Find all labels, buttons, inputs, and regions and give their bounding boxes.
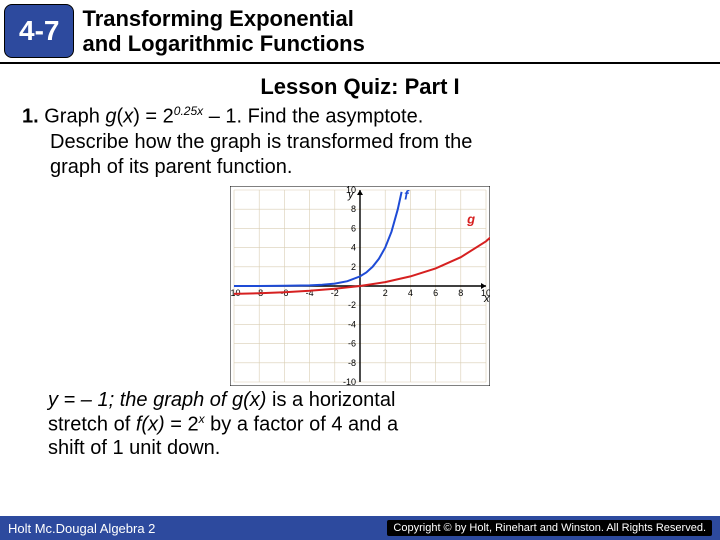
svg-text:-10: -10	[343, 377, 356, 386]
svg-text:8: 8	[458, 288, 463, 298]
svg-text:-6: -6	[348, 338, 356, 348]
lesson-title: Transforming Exponential and Logarithmic…	[82, 0, 720, 62]
footer-left: Holt Mc.Dougal Algebra 2	[8, 521, 155, 536]
exponent: 0.25x	[174, 104, 203, 118]
content-area: Lesson Quiz: Part I 1. Graph g(x) = 20.2…	[0, 64, 720, 386]
lesson-title-line1: Transforming Exponential	[82, 6, 353, 31]
svg-text:8: 8	[351, 204, 356, 214]
svg-text:2: 2	[351, 261, 356, 271]
header: 4-7 Transforming Exponential and Logarit…	[0, 0, 720, 64]
svg-text:-2: -2	[348, 300, 356, 310]
svg-text:g: g	[466, 211, 475, 226]
svg-text:x: x	[483, 293, 490, 305]
svg-text:4: 4	[351, 242, 356, 252]
answer-line2b: = 2	[165, 413, 199, 435]
svg-text:6: 6	[351, 223, 356, 233]
answer-part2: is a horizontal	[266, 389, 395, 411]
fn-g: g	[105, 106, 116, 128]
answer-gx: g(x)	[232, 389, 266, 411]
svg-text:2: 2	[383, 288, 388, 298]
svg-text:4: 4	[408, 288, 413, 298]
answer-line2c: by a factor of 4 and a	[205, 413, 398, 435]
problem-suffix: – 1. Find the asymptote.	[203, 106, 423, 128]
answer-line2a: stretch of	[48, 413, 136, 435]
answer-text: y = – 1; the graph of g(x) is a horizont…	[0, 388, 720, 461]
problem-number: 1.	[22, 106, 39, 128]
lesson-title-line2: and Logarithmic Functions	[82, 31, 364, 56]
answer-part1: y = – 1; the graph of	[48, 389, 232, 411]
chart-container: -10-8-6-4-2246810246810-2-4-6-8-10xyfg	[22, 186, 698, 386]
svg-text:-8: -8	[348, 357, 356, 367]
problem-text: 1. Graph g(x) = 20.25x – 1. Find the asy…	[22, 104, 698, 180]
problem-prefix: Graph	[44, 106, 105, 128]
problem-line3: graph of its parent function.	[22, 155, 698, 180]
fn-x: x	[123, 106, 133, 128]
svg-text:-4: -4	[306, 288, 314, 298]
footer: Holt Mc.Dougal Algebra 2 Copyright © by …	[0, 516, 720, 540]
svg-text:6: 6	[433, 288, 438, 298]
answer-fx: f(x)	[136, 413, 165, 435]
problem-line2: Describe how the graph is transformed fr…	[22, 130, 698, 155]
footer-right: Copyright © by Holt, Rinehart and Winsto…	[387, 520, 712, 536]
lesson-number-badge: 4-7	[4, 4, 74, 58]
svg-text:-4: -4	[348, 319, 356, 329]
quiz-title: Lesson Quiz: Part I	[22, 74, 698, 100]
answer-line3: shift of 1 unit down.	[48, 437, 220, 459]
graph-chart: -10-8-6-4-2246810246810-2-4-6-8-10xyfg	[230, 186, 490, 386]
eq-text: ) = 2	[133, 106, 174, 128]
